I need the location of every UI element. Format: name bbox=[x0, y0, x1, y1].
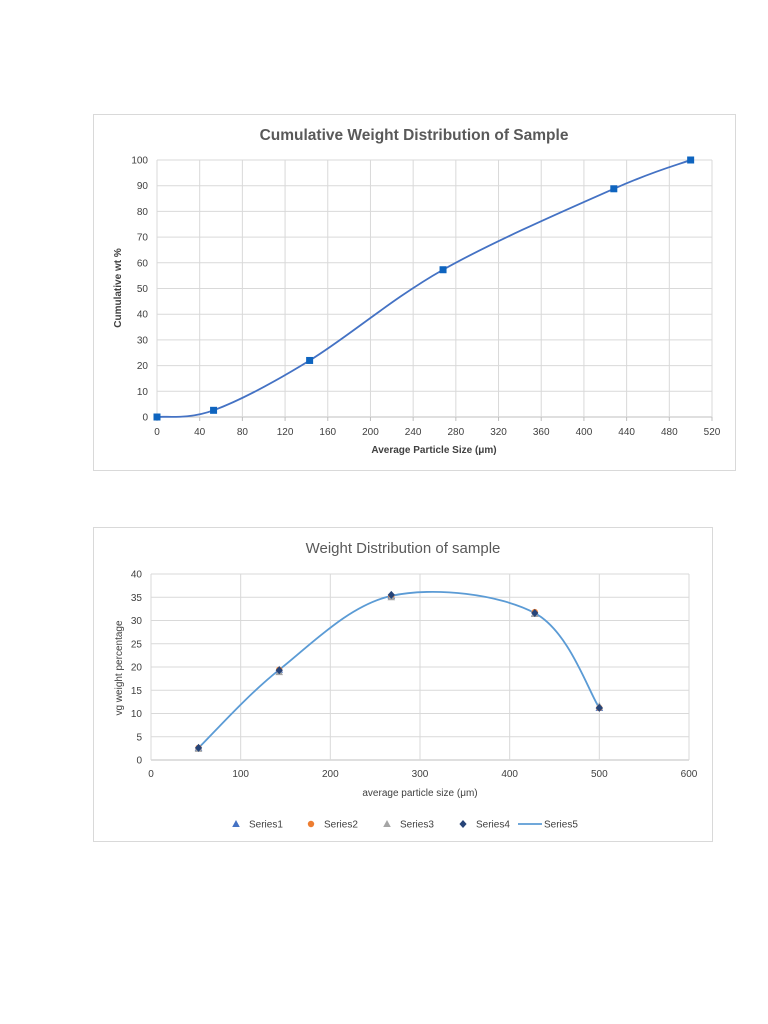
y-tick-label: 40 bbox=[137, 310, 149, 321]
y-tick-label: 30 bbox=[131, 616, 143, 627]
y-axis-title: Cumulative wt % bbox=[113, 248, 124, 328]
x-tick-label: 500 bbox=[591, 769, 608, 780]
legend-label: Series2 bbox=[324, 820, 358, 831]
y-tick-label: 20 bbox=[131, 663, 143, 674]
y-tick-label: 40 bbox=[131, 570, 143, 581]
y-tick-label: 0 bbox=[142, 413, 148, 424]
data-point-series4 bbox=[194, 743, 203, 752]
x-tick-label: 300 bbox=[412, 769, 429, 780]
x-tick-label: 120 bbox=[277, 427, 294, 438]
legend: Series1 Series2 Series3 Series4 Series5 bbox=[232, 820, 578, 831]
legend-label: Series4 bbox=[476, 820, 510, 831]
cumulative-chart-svg: Cumulative Weight Distribution of Sample… bbox=[113, 127, 721, 456]
legend-label: Series1 bbox=[249, 820, 283, 831]
y-axis-title: vg weight percentage bbox=[114, 620, 125, 716]
data-point-series4 bbox=[531, 609, 539, 618]
series-line-series5 bbox=[197, 590, 601, 749]
x-tick-label: 240 bbox=[405, 427, 422, 438]
x-tick-label: 280 bbox=[448, 427, 465, 438]
cumulative-chart: Cumulative Weight Distribution of Sample… bbox=[93, 114, 736, 471]
y-tick-label: 0 bbox=[136, 756, 142, 767]
legend-swatch-series3 bbox=[383, 820, 391, 827]
y-tick-label: 10 bbox=[137, 387, 149, 398]
x-tick-label: 0 bbox=[148, 769, 154, 780]
data-point-series4 bbox=[275, 666, 283, 675]
legend-label: Series3 bbox=[400, 820, 434, 831]
y-tick-label: 70 bbox=[137, 233, 149, 244]
legend-swatch-series2 bbox=[307, 820, 315, 828]
chart-title: Cumulative Weight Distribution of Sample bbox=[260, 127, 569, 144]
x-tick-label: 200 bbox=[362, 427, 379, 438]
x-axis-title: average particle size (μm) bbox=[362, 788, 477, 799]
x-tick-label: 480 bbox=[661, 427, 678, 438]
x-tick-label: 40 bbox=[194, 427, 206, 438]
data-point-marker bbox=[210, 406, 218, 414]
legend-swatch-series4 bbox=[459, 820, 467, 828]
x-axis-title: Average Particle Size (μm) bbox=[371, 445, 496, 456]
x-tick-label: 100 bbox=[232, 769, 249, 780]
weight-distribution-chart-svg: Weight Distribution of sample 0 5 10 15 20 25… bbox=[114, 540, 698, 831]
y-tick-label: 80 bbox=[137, 207, 149, 218]
data-point-series4 bbox=[387, 590, 395, 599]
x-tick-label: 160 bbox=[319, 427, 336, 438]
x-tick-label: 200 bbox=[322, 769, 339, 780]
data-point-series4 bbox=[595, 703, 603, 712]
y-tick-label: 35 bbox=[131, 593, 143, 604]
x-tick-label: 400 bbox=[501, 769, 518, 780]
data-point-marker bbox=[439, 266, 447, 274]
y-tick-label: 90 bbox=[137, 181, 149, 192]
data-point-marker bbox=[306, 356, 314, 364]
x-tick-label: 520 bbox=[704, 427, 721, 438]
weight-distribution-chart: Weight Distribution of sample 0 5 10 15 20 25… bbox=[93, 527, 713, 842]
x-tick-label: 600 bbox=[681, 769, 698, 780]
y-tick-label: 5 bbox=[136, 732, 142, 743]
data-point-marker bbox=[687, 156, 695, 164]
x-tick-label: 80 bbox=[237, 427, 249, 438]
x-tick-label: 0 bbox=[154, 427, 160, 438]
data-point-marker bbox=[153, 413, 161, 421]
data-point-marker bbox=[610, 185, 618, 193]
chart-title: Weight Distribution of sample bbox=[306, 540, 501, 557]
x-tick-label: 360 bbox=[533, 427, 550, 438]
legend-swatch-series1 bbox=[232, 820, 240, 827]
y-tick-label: 25 bbox=[131, 639, 143, 650]
y-tick-label: 100 bbox=[131, 156, 148, 167]
y-tick-label: 30 bbox=[137, 335, 149, 346]
y-tick-label: 20 bbox=[137, 361, 149, 372]
x-tick-label: 320 bbox=[490, 427, 507, 438]
x-tick-label: 440 bbox=[618, 427, 635, 438]
y-tick-label: 50 bbox=[137, 284, 149, 295]
x-tick-label: 400 bbox=[576, 427, 593, 438]
legend-label: Series5 bbox=[544, 820, 578, 831]
y-tick-label: 60 bbox=[137, 258, 149, 269]
y-tick-label: 10 bbox=[131, 709, 143, 720]
y-tick-label: 15 bbox=[131, 686, 143, 697]
